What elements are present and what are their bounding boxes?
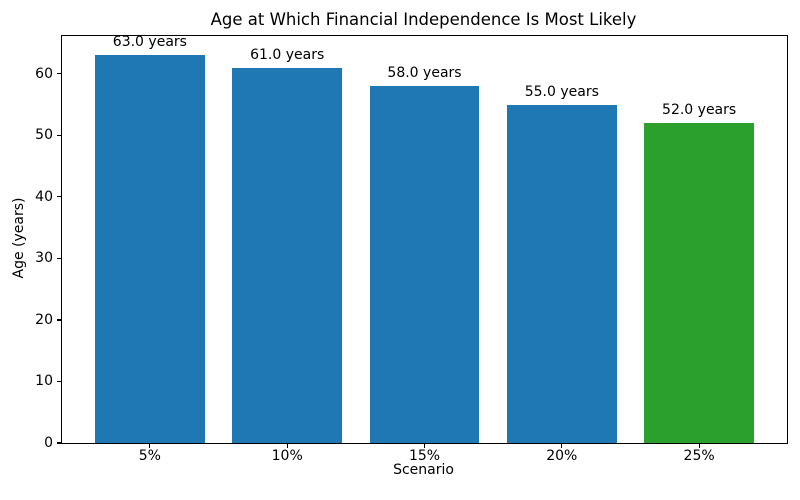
x-tick-label: 5% — [138, 448, 161, 464]
bar-15% — [369, 86, 480, 443]
x-tick-mark — [286, 443, 288, 448]
y-tick-label: 20 — [35, 311, 53, 328]
x-tick-mark — [698, 443, 700, 448]
y-tick-label: 30 — [35, 250, 53, 267]
bar-value-label: 52.0 years — [662, 102, 737, 119]
y-tick-label: 50 — [35, 127, 53, 144]
bar-value-label: 55.0 years — [524, 83, 599, 100]
bar-10% — [232, 67, 343, 443]
x-tick-mark — [423, 443, 426, 448]
y-tick-label: 0 — [44, 435, 53, 451]
y-tick-mark — [57, 380, 62, 383]
bar-value-label: 58.0 years — [387, 65, 462, 82]
x-tick-mark — [149, 443, 151, 448]
x-axis-label: Scenario — [393, 462, 454, 478]
bar-5% — [94, 55, 205, 443]
y-tick-label: 40 — [35, 188, 53, 205]
y-tick-mark — [57, 134, 62, 136]
bar-value-label: 61.0 years — [250, 46, 325, 63]
y-tick-mark — [57, 73, 62, 75]
x-tick-label: 15% — [408, 448, 441, 464]
y-tick-label: 60 — [35, 65, 53, 82]
y-tick-mark — [57, 257, 62, 259]
plot-area: 0 10 20 30 40 50 60 63.0 years 5% 61.0 years 10% 58… — [35, 34, 788, 464]
bar-value-label: 63.0 years — [112, 34, 187, 51]
y-tick-mark — [57, 319, 62, 321]
y-tick-mark — [57, 196, 62, 198]
y-tick-mark — [57, 442, 62, 444]
x-tick-mark — [561, 443, 563, 448]
y-axis-label: Age (years) — [11, 197, 27, 279]
bar-20% — [506, 104, 617, 443]
bar-25% — [644, 123, 755, 443]
chart-title: Age at Which Financial Independence Is M… — [210, 10, 637, 29]
y-tick-label: 10 — [35, 373, 53, 390]
x-tick-label: 25% — [683, 448, 715, 464]
x-tick-label: 20% — [546, 448, 578, 464]
x-tick-label: 10% — [271, 448, 303, 464]
